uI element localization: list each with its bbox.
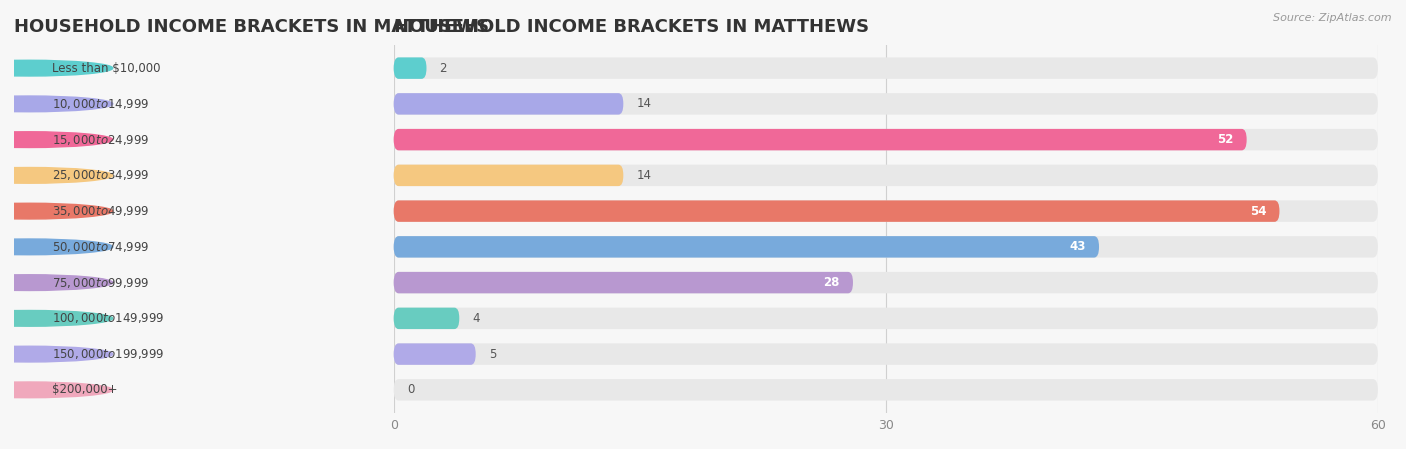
FancyBboxPatch shape — [394, 200, 1279, 222]
Circle shape — [0, 311, 112, 326]
FancyBboxPatch shape — [394, 57, 426, 79]
FancyBboxPatch shape — [394, 93, 623, 114]
Text: $10,000 to $14,999: $10,000 to $14,999 — [52, 97, 149, 111]
Text: 52: 52 — [1218, 133, 1233, 146]
Circle shape — [0, 382, 112, 398]
Text: Source: ZipAtlas.com: Source: ZipAtlas.com — [1274, 13, 1392, 23]
Text: $200,000+: $200,000+ — [52, 383, 118, 396]
Text: $50,000 to $74,999: $50,000 to $74,999 — [52, 240, 149, 254]
Circle shape — [0, 203, 112, 219]
Text: 14: 14 — [637, 169, 651, 182]
Text: $35,000 to $49,999: $35,000 to $49,999 — [52, 204, 149, 218]
FancyBboxPatch shape — [394, 165, 623, 186]
FancyBboxPatch shape — [394, 129, 1247, 150]
FancyBboxPatch shape — [394, 343, 1378, 365]
FancyBboxPatch shape — [394, 129, 1378, 150]
Circle shape — [0, 239, 112, 255]
Text: 2: 2 — [440, 62, 447, 75]
Circle shape — [0, 132, 112, 147]
Circle shape — [0, 346, 112, 362]
Text: HOUSEHOLD INCOME BRACKETS IN MATTHEWS: HOUSEHOLD INCOME BRACKETS IN MATTHEWS — [14, 18, 489, 36]
Text: 28: 28 — [824, 276, 839, 289]
Text: 43: 43 — [1070, 240, 1085, 253]
Text: $100,000 to $149,999: $100,000 to $149,999 — [52, 311, 165, 326]
Text: 14: 14 — [637, 97, 651, 110]
Text: HOUSEHOLD INCOME BRACKETS IN MATTHEWS: HOUSEHOLD INCOME BRACKETS IN MATTHEWS — [394, 18, 869, 36]
Circle shape — [0, 275, 112, 291]
Text: 0: 0 — [406, 383, 415, 396]
FancyBboxPatch shape — [394, 165, 1378, 186]
Circle shape — [0, 167, 112, 183]
FancyBboxPatch shape — [394, 236, 1378, 258]
Text: $25,000 to $34,999: $25,000 to $34,999 — [52, 168, 149, 182]
FancyBboxPatch shape — [394, 379, 1378, 401]
Text: 4: 4 — [472, 312, 479, 325]
FancyBboxPatch shape — [394, 93, 1378, 114]
Text: $75,000 to $99,999: $75,000 to $99,999 — [52, 276, 149, 290]
Text: 54: 54 — [1250, 205, 1267, 218]
Text: $15,000 to $24,999: $15,000 to $24,999 — [52, 132, 149, 147]
Circle shape — [0, 60, 112, 76]
FancyBboxPatch shape — [394, 272, 1378, 293]
FancyBboxPatch shape — [394, 308, 1378, 329]
FancyBboxPatch shape — [394, 200, 1378, 222]
Circle shape — [0, 96, 112, 112]
FancyBboxPatch shape — [394, 57, 1378, 79]
Text: Less than $10,000: Less than $10,000 — [52, 62, 160, 75]
FancyBboxPatch shape — [394, 308, 460, 329]
Text: 5: 5 — [489, 348, 496, 361]
FancyBboxPatch shape — [394, 236, 1099, 258]
Text: $150,000 to $199,999: $150,000 to $199,999 — [52, 347, 165, 361]
FancyBboxPatch shape — [394, 272, 853, 293]
FancyBboxPatch shape — [394, 343, 475, 365]
